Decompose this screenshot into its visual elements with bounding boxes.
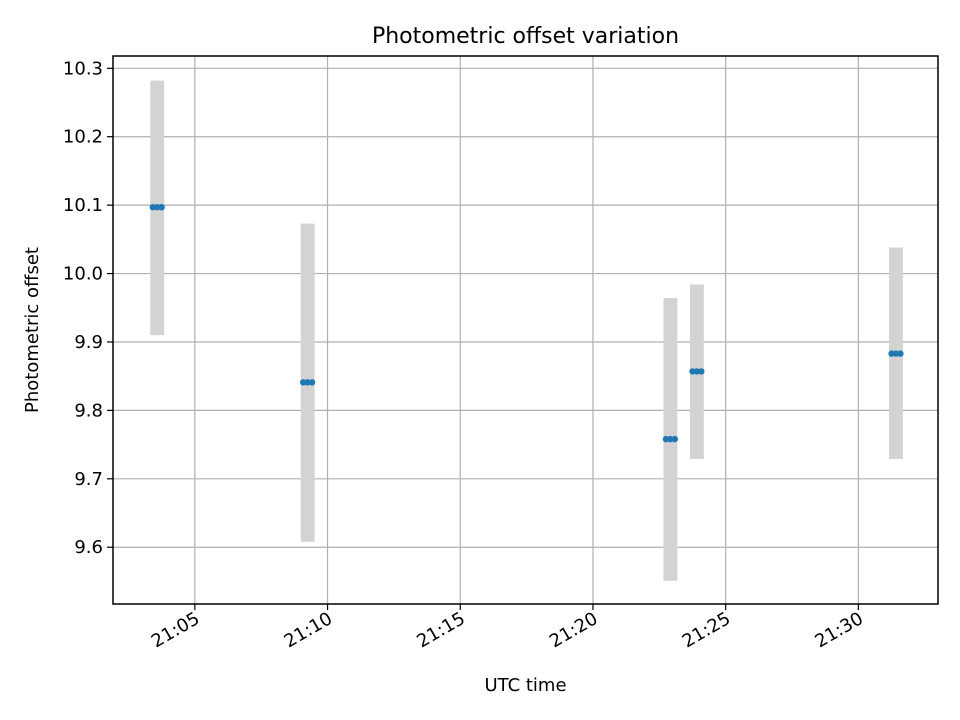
chart-title: Photometric offset variation (372, 24, 679, 49)
data-point (671, 435, 678, 443)
x-tick-label: 21:25 (679, 608, 734, 652)
y-tick-label: 9.8 (74, 400, 103, 421)
data-point (698, 368, 705, 375)
grid (113, 56, 938, 604)
data-point (308, 379, 316, 386)
data-point (149, 203, 157, 211)
x-axis-label: UTC time (484, 675, 566, 696)
data-point (693, 368, 701, 375)
data-point (667, 435, 674, 443)
error-bars (150, 80, 903, 581)
x-tick-label: 21:10 (281, 608, 336, 652)
data-point (154, 203, 161, 211)
data-point (888, 350, 895, 357)
y-tick-label: 9.9 (74, 332, 103, 353)
x-tick-label: 21:20 (546, 608, 601, 652)
data-point (689, 368, 696, 375)
x-tick-label: 21:30 (811, 608, 866, 652)
y-tick-label: 9.7 (74, 469, 103, 490)
y-tick-label: 10.2 (63, 127, 103, 148)
y-tick-label: 9.6 (74, 537, 103, 558)
data-point (304, 379, 311, 386)
data-point (662, 435, 670, 443)
x-tick-label: 21:15 (413, 608, 468, 652)
plot-area-frame (112, 55, 939, 605)
y-tick-label: 10.1 (63, 195, 103, 216)
data-point (158, 203, 165, 211)
y-tick-label: 10.3 (63, 58, 103, 79)
y-tick-label: 10.0 (63, 264, 103, 285)
x-tick-label: 21:05 (148, 608, 203, 652)
y-axis-label: Photometric offset (22, 247, 43, 413)
data-point (300, 379, 307, 386)
x-axis-ticks: 21:05 21:10 21:15 21:20 21:25 21:30 (148, 604, 867, 652)
data-points (149, 203, 904, 443)
data-point (897, 350, 904, 357)
y-axis-ticks: 9.6 9.7 9.8 9.9 10.0 10.1 10.2 10.3 (63, 58, 113, 558)
data-point (892, 350, 900, 357)
